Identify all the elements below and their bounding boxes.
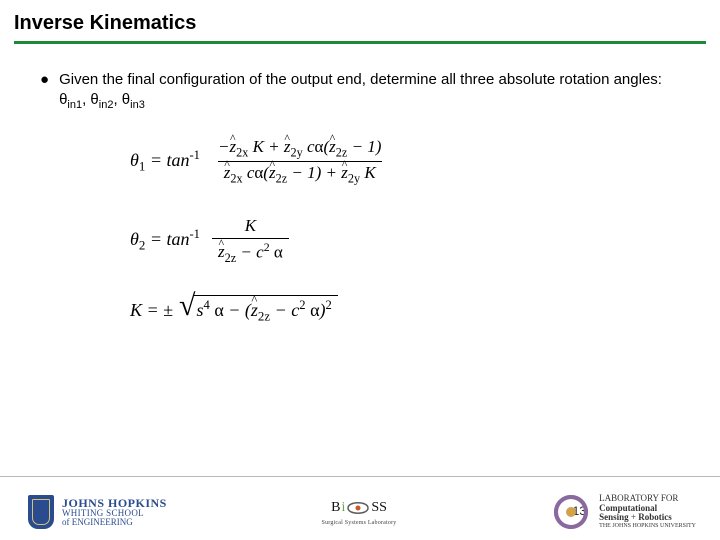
equation-theta1: θ1 = tan-1 −z2x K + z2y cα(z2z − 1) z2x … [130,137,690,186]
csr-sensing: Sensing [599,512,629,522]
csr-logo: LABORATORY FOR Computational Sensing + R… [551,494,696,530]
equation-theta2: θ2 = tan-1 K z2z − c2 α [130,216,690,265]
csr-gyro-icon [551,494,591,530]
csr-robotics: Robotics [638,512,672,522]
eq1-numerator: −z2x K + z2y cα(z2z − 1) [212,137,387,161]
eq1-lhs: θ1 = tan-1 [130,148,200,175]
bullet-marker: ● [40,70,49,113]
csr-plus: + [631,512,636,522]
title-rule [14,41,706,44]
equation-block: θ1 = tan-1 −z2x K + z2y cα(z2z − 1) z2x … [130,137,690,325]
eq2-denominator: z2z − c2 α [212,238,289,266]
jhu-logo: JOHNS HOPKINS WHITING SCHOOL of ENGINEER… [28,495,167,529]
slide-title: Inverse Kinematics [14,12,706,35]
eq3-radicand: s4 α − (z2z − c2 α)2 [193,295,338,325]
eq2-numerator: K [239,216,262,237]
csr-sub: THE JOHNS HOPKINS UNIVERSITY [599,523,696,529]
jhu-engineering: of ENGINEERING [62,518,167,527]
footer: JOHNS HOPKINS WHITING SCHOOL of ENGINEER… [0,476,720,540]
eq3-lhs: K = ± [130,300,173,321]
center-caption: Surgical Systems Laboratory [322,520,397,526]
jhu-name: JOHNS HOPKINS [62,497,167,509]
bullet-item: ● Given the final configuration of the o… [40,70,690,113]
content-area: ● Given the final configuration of the o… [0,52,720,325]
eq1-denominator: z2x cα(z2z − 1) + z2y K [218,161,382,186]
jhu-shield-icon [28,495,54,529]
equation-K: K = ± √ s4 α − (z2z − c2 α)2 [130,295,690,325]
bullet-text: Given the final configuration of the out… [59,70,690,113]
center-logo: Bi SS Surgical Systems Laboratory [322,498,397,526]
bigss-icon: Bi SS [331,498,387,518]
eq2-lhs: θ2 = tan-1 [130,227,200,254]
